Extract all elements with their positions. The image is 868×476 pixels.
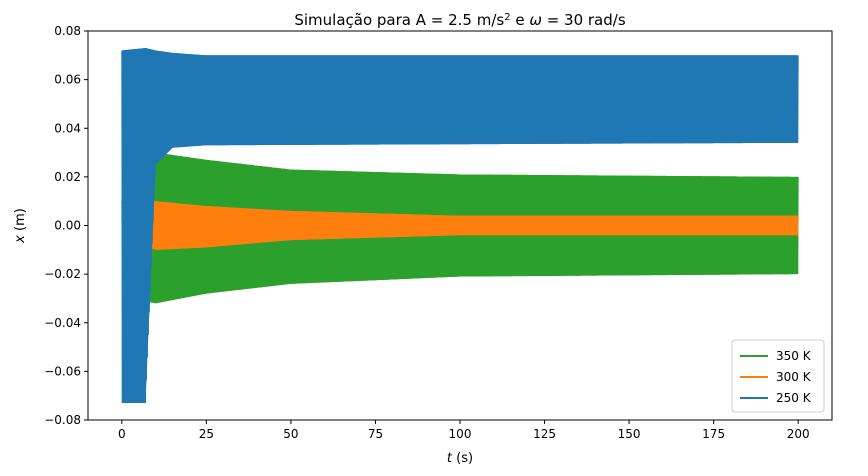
y-tick-label: 0.00: [54, 219, 81, 233]
series-oscillation: [121, 48, 799, 403]
title-suffix: = 30 rad/s: [542, 11, 626, 29]
x-tick-label: 75: [368, 427, 383, 441]
y-axis-unit: (m): [13, 208, 28, 235]
y-tick-label: 0.02: [54, 170, 81, 184]
y-tick-label: 0.06: [54, 73, 81, 87]
series-bands: [121, 48, 799, 403]
y-tick-label: −0.02: [44, 267, 81, 281]
y-tick-label: −0.06: [44, 364, 81, 378]
legend-label: 250 K: [776, 391, 812, 405]
legend-label: 350 K: [776, 349, 812, 363]
x-axis-unit: (s): [452, 451, 473, 466]
title-middle: e: [511, 11, 530, 29]
legend-item: 250 K: [740, 391, 812, 405]
series-oscillation: [121, 201, 799, 250]
y-axis-ticks: −0.08 −0.06 −0.04 −0.02 0.00 0.02 0.04 0.06 0.08: [44, 24, 88, 427]
series-oscillation: [121, 152, 799, 304]
y-tick-label: 0.08: [54, 24, 81, 38]
legend: 350 K 300 K 250 K: [731, 339, 825, 413]
x-tick-label: 100: [449, 427, 472, 441]
x-axis-label: t (s): [447, 451, 473, 466]
x-tick-label: 175: [702, 427, 725, 441]
legend-label: 300 K: [776, 370, 812, 384]
x-tick-label: 200: [787, 427, 810, 441]
chart-title: Simulação para A = 2.5 m/s2 e ω = 30 rad…: [294, 11, 625, 29]
title-omega: ω: [529, 11, 542, 29]
x-tick-label: 25: [199, 427, 214, 441]
x-tick-label: 0: [118, 427, 126, 441]
x-tick-label: 50: [283, 427, 298, 441]
series-250-k: [121, 48, 799, 403]
series-300-k: [121, 201, 799, 250]
title-prefix: Simulação para A = 2.5 m/s: [294, 11, 504, 29]
y-axis-label: x (m): [13, 208, 28, 244]
x-axis-var: t: [447, 451, 453, 466]
y-tick-label: 0.04: [54, 121, 81, 135]
x-axis-ticks: 0 25 50 75 100 125 150 175 200: [118, 420, 810, 441]
y-tick-label: −0.04: [44, 316, 81, 330]
legend-item: 350 K: [740, 349, 812, 363]
y-tick-label: −0.08: [44, 413, 81, 427]
title-sup: 2: [504, 12, 510, 23]
y-axis-var: x: [13, 235, 28, 244]
legend-box: [731, 339, 825, 413]
x-tick-label: 150: [618, 427, 641, 441]
legend-item: 300 K: [740, 370, 812, 384]
x-tick-label: 125: [533, 427, 556, 441]
